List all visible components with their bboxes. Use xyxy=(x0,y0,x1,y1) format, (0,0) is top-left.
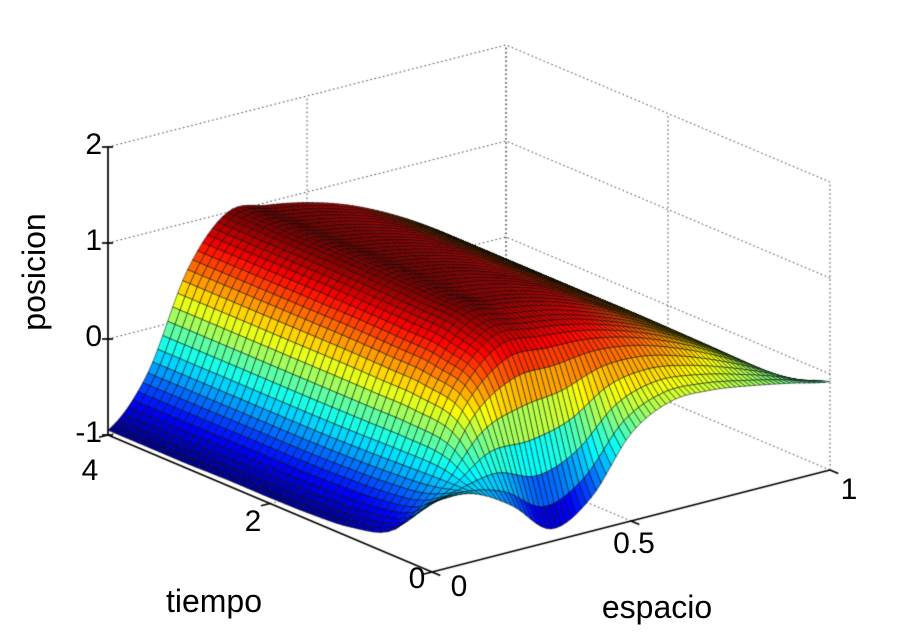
z-tick-1: 1 xyxy=(85,224,102,257)
z-axis-label: posicion xyxy=(16,213,52,331)
x-tick-0p5: 0.5 xyxy=(613,527,655,560)
x-tick-0: 0 xyxy=(450,570,468,603)
x-tick-1: 1 xyxy=(840,473,858,506)
z-tick-neg1: -1 xyxy=(75,416,102,449)
z-tick-0: 0 xyxy=(85,320,102,353)
y-tick-4: 4 xyxy=(81,454,99,487)
z-tick-2: 2 xyxy=(85,128,102,161)
y-tick-2: 2 xyxy=(244,505,262,538)
y-tick-0: 0 xyxy=(408,562,426,595)
x-axis-label: espacio xyxy=(601,589,713,625)
y-axis-label: tiempo xyxy=(165,583,263,619)
